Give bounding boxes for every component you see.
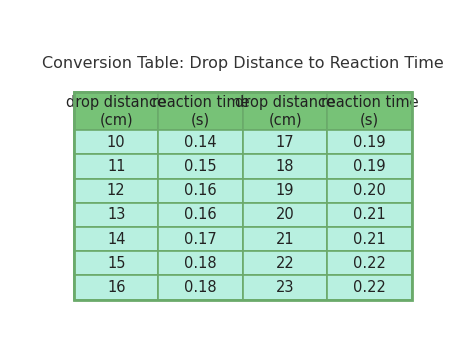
Text: 15: 15 xyxy=(107,256,126,271)
Text: 0.16: 0.16 xyxy=(184,207,217,222)
Text: 0.17: 0.17 xyxy=(184,231,217,247)
Bar xyxy=(243,251,328,275)
Text: 16: 16 xyxy=(107,280,126,295)
Bar xyxy=(74,92,158,130)
Text: 21: 21 xyxy=(276,231,294,247)
Bar xyxy=(74,179,158,203)
Bar xyxy=(74,203,158,227)
Bar xyxy=(328,227,412,251)
Bar xyxy=(74,227,158,251)
Text: 20: 20 xyxy=(276,207,294,222)
Bar xyxy=(158,203,243,227)
Bar xyxy=(243,92,328,130)
Text: 0.16: 0.16 xyxy=(184,183,217,198)
Text: 0.19: 0.19 xyxy=(353,135,386,150)
Text: Conversion Table: Drop Distance to Reaction Time: Conversion Table: Drop Distance to React… xyxy=(42,56,444,71)
Bar xyxy=(328,251,412,275)
Bar xyxy=(243,275,328,300)
Bar xyxy=(243,203,328,227)
Text: 0.14: 0.14 xyxy=(184,135,217,150)
Text: 0.18: 0.18 xyxy=(184,280,217,295)
Text: 18: 18 xyxy=(276,159,294,174)
Bar xyxy=(328,203,412,227)
Text: 0.15: 0.15 xyxy=(184,159,217,174)
Bar xyxy=(328,179,412,203)
Bar xyxy=(243,154,328,179)
Text: 14: 14 xyxy=(107,231,126,247)
Text: 0.22: 0.22 xyxy=(353,280,386,295)
Bar xyxy=(158,179,243,203)
Text: reaction time
(s): reaction time (s) xyxy=(152,95,249,127)
Bar xyxy=(74,275,158,300)
Text: drop distance
(cm): drop distance (cm) xyxy=(66,95,166,127)
Text: 0.18: 0.18 xyxy=(184,256,217,271)
Bar xyxy=(74,251,158,275)
Text: 23: 23 xyxy=(276,280,294,295)
Bar xyxy=(158,92,243,130)
Bar xyxy=(328,154,412,179)
Text: 0.19: 0.19 xyxy=(353,159,386,174)
Bar xyxy=(158,154,243,179)
Bar xyxy=(243,179,328,203)
Bar xyxy=(158,227,243,251)
Text: 22: 22 xyxy=(276,256,294,271)
Bar xyxy=(74,130,158,154)
Text: 10: 10 xyxy=(107,135,126,150)
Text: reaction time
(s): reaction time (s) xyxy=(321,95,419,127)
Text: 19: 19 xyxy=(276,183,294,198)
Text: 0.21: 0.21 xyxy=(353,231,386,247)
Text: drop distance
(cm): drop distance (cm) xyxy=(235,95,335,127)
Text: 12: 12 xyxy=(107,183,126,198)
Text: 0.22: 0.22 xyxy=(353,256,386,271)
Bar xyxy=(158,275,243,300)
Bar xyxy=(328,130,412,154)
Text: 0.21: 0.21 xyxy=(353,207,386,222)
Bar xyxy=(328,92,412,130)
Bar xyxy=(328,275,412,300)
Bar xyxy=(158,130,243,154)
Text: 11: 11 xyxy=(107,159,126,174)
Text: 0.20: 0.20 xyxy=(353,183,386,198)
Text: 13: 13 xyxy=(107,207,126,222)
Bar xyxy=(158,251,243,275)
Bar xyxy=(74,92,412,300)
Bar xyxy=(74,154,158,179)
Bar xyxy=(243,130,328,154)
Text: 17: 17 xyxy=(276,135,294,150)
Bar xyxy=(243,227,328,251)
